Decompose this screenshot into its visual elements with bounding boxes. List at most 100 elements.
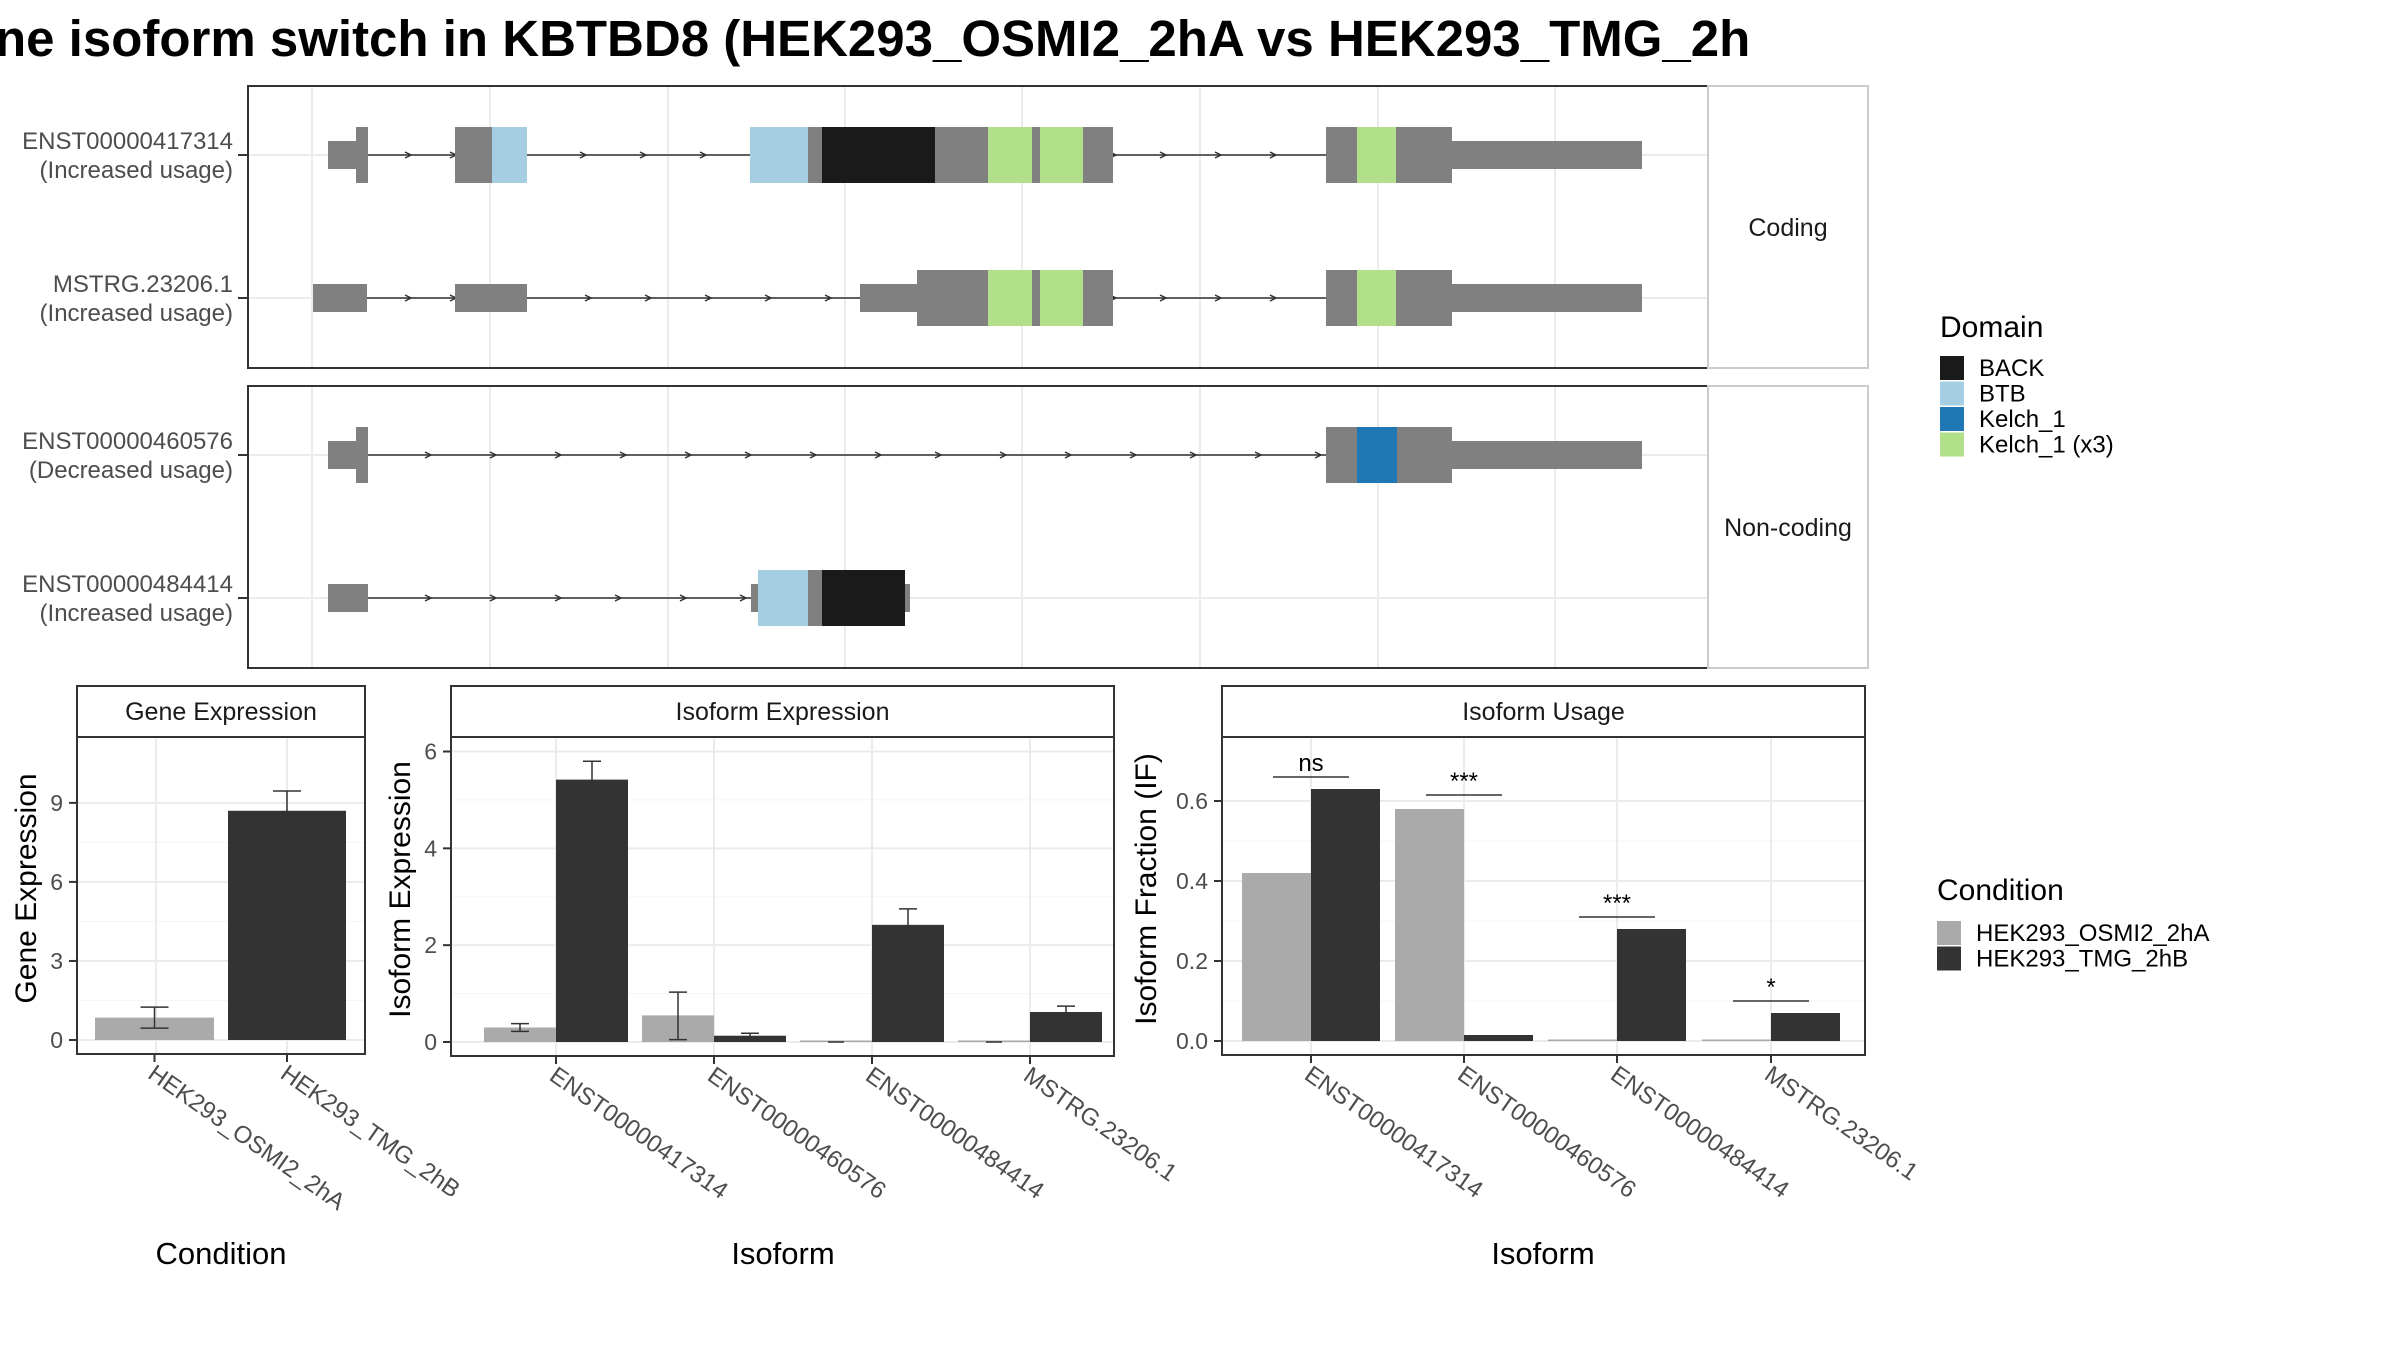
y-tick-label: 0.6 xyxy=(1176,788,1208,814)
panel-strip xyxy=(1221,685,1866,738)
exon-block xyxy=(808,127,822,183)
domain-block xyxy=(1357,427,1397,483)
significance-label: *** xyxy=(1450,768,1478,795)
bar xyxy=(1395,809,1464,1041)
domain-block xyxy=(492,127,527,183)
intron-direction-arrow xyxy=(1189,451,1198,459)
chart-panel: ns*******Isoform Usage0.00.20.40.6Isofor… xyxy=(1130,685,1923,1271)
x-tick-label: MSTRG.23206.1 xyxy=(1019,1062,1182,1187)
exon-block xyxy=(1083,270,1113,326)
significance-label: * xyxy=(1766,974,1775,1001)
exon-block xyxy=(1326,427,1357,483)
bar xyxy=(1464,1035,1533,1041)
y-tick-label: 0.4 xyxy=(1176,868,1208,894)
bar xyxy=(484,1027,556,1042)
intron-direction-arrow xyxy=(699,151,708,159)
intron-direction-arrow xyxy=(1214,151,1223,159)
significance-label: *** xyxy=(1603,890,1631,917)
y-tick-label: 0.0 xyxy=(1176,1028,1208,1054)
intron-direction-arrow xyxy=(1159,151,1168,159)
transcript-id-label: ENST00000460576 xyxy=(22,428,233,455)
exon-block xyxy=(1083,127,1113,183)
intron-direction-arrow xyxy=(874,451,883,459)
x-axis-title: Condition xyxy=(156,1236,287,1271)
legend-item-label: Kelch_1 xyxy=(1979,406,2066,433)
legend-swatch xyxy=(1940,381,1964,406)
bar xyxy=(1311,789,1380,1041)
intron-direction-arrow xyxy=(404,294,413,302)
figure-title: ne isoform switch in KBTBD8 (HEK293_OSMI… xyxy=(0,10,1750,67)
intron-direction-arrow xyxy=(554,594,563,602)
y-tick-label: 6 xyxy=(424,739,437,765)
legend-item-label: Kelch_1 (x3) xyxy=(1979,432,2114,459)
exon-block xyxy=(328,441,356,469)
y-axis-title: Isoform Expression xyxy=(384,761,417,1018)
intron-direction-arrow xyxy=(1314,451,1323,459)
transcript-model xyxy=(328,127,1642,183)
intron-direction-arrow xyxy=(404,151,413,159)
intron-direction-arrow xyxy=(739,594,748,602)
intron-direction-arrow xyxy=(1214,294,1223,302)
exon-block xyxy=(1452,441,1642,469)
x-tick-label: MSTRG.23206.1 xyxy=(1760,1061,1923,1186)
legend-swatch xyxy=(1937,921,1961,945)
panel-strip xyxy=(450,685,1115,738)
bar xyxy=(872,924,944,1042)
facet-label: Coding xyxy=(1748,214,1827,242)
panel-title: Isoform Expression xyxy=(676,698,890,726)
exon-block xyxy=(751,584,758,612)
exon-block xyxy=(935,127,988,183)
domain-block xyxy=(822,570,905,626)
intron-direction-arrow xyxy=(424,451,433,459)
exon-block xyxy=(1032,127,1040,183)
intron-direction-arrow xyxy=(619,451,628,459)
bar xyxy=(1617,929,1686,1041)
transcript-status-label: (Increased usage) xyxy=(40,600,233,627)
intron-direction-arrow xyxy=(554,451,563,459)
intron-direction-arrow xyxy=(1254,451,1263,459)
domain-block xyxy=(750,127,808,183)
intron-direction-arrow xyxy=(934,451,943,459)
exon-block xyxy=(356,127,368,183)
intron-direction-arrow xyxy=(1269,151,1278,159)
y-tick-label: 4 xyxy=(424,835,437,861)
y-axis-title: Gene Expression xyxy=(10,773,43,1003)
exon-block xyxy=(860,284,917,312)
x-axis-title: Isoform xyxy=(731,1236,834,1271)
exon-block xyxy=(328,584,368,612)
intron-direction-arrow xyxy=(489,451,498,459)
exon-block xyxy=(917,270,988,326)
transcript-status-label: (Increased usage) xyxy=(40,157,233,184)
legend-item-label: HEK293_TMG_2hB xyxy=(1976,946,2188,973)
transcript-id-label: MSTRG.23206.1 xyxy=(53,271,233,298)
panel-title: Isoform Usage xyxy=(1462,698,1625,726)
transcript-model xyxy=(313,270,1642,326)
exon-block xyxy=(1396,270,1452,326)
exon-block xyxy=(1396,127,1452,183)
domain-block xyxy=(988,127,1032,183)
intron-direction-arrow xyxy=(489,594,498,602)
transcript-id-label: ENST00000417314 xyxy=(22,128,233,155)
exon-block xyxy=(455,284,527,312)
facet-strip xyxy=(1707,85,1869,369)
intron-direction-arrow xyxy=(1269,294,1278,302)
intron-direction-arrow xyxy=(744,451,753,459)
bar xyxy=(556,779,628,1042)
panel-strip xyxy=(76,685,366,738)
intron-direction-arrow xyxy=(639,151,648,159)
domain-legend-title: Domain xyxy=(1940,311,2043,344)
exon-block xyxy=(1326,127,1357,183)
bar xyxy=(1548,1039,1617,1041)
transcript-status-label: (Decreased usage) xyxy=(29,457,233,484)
transcript-model xyxy=(328,427,1642,483)
bar xyxy=(1242,873,1311,1041)
intron-direction-arrow xyxy=(579,151,588,159)
domain-block xyxy=(1040,270,1083,326)
y-tick-label: 9 xyxy=(50,790,63,816)
intron-direction-arrow xyxy=(999,451,1008,459)
